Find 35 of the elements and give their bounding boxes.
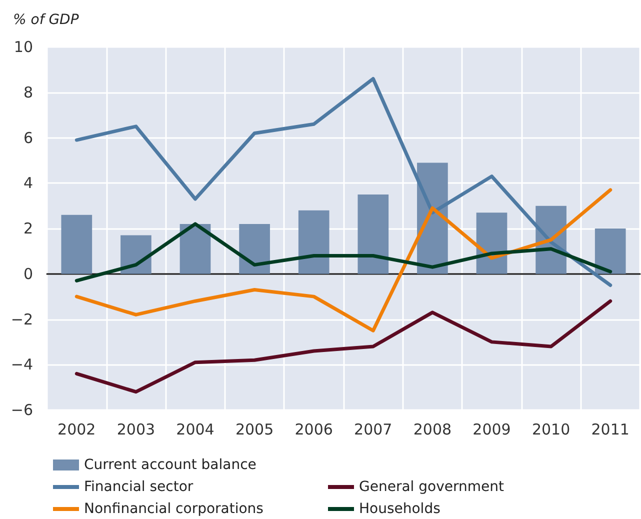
x-tick-label: 2010 bbox=[532, 420, 570, 438]
y-axis-title: % of GDP bbox=[13, 12, 80, 28]
legend-label: General government bbox=[359, 479, 504, 495]
bar bbox=[594, 228, 626, 274]
y-tick-label: 2 bbox=[23, 220, 33, 238]
bar bbox=[180, 224, 211, 274]
x-tick-label: 2004 bbox=[176, 420, 214, 438]
y-tick-label: −6 bbox=[10, 401, 33, 419]
y-tick-label: 0 bbox=[23, 264, 33, 283]
y-tick-label: 4 bbox=[23, 174, 33, 192]
y-tick-label: 8 bbox=[23, 83, 33, 102]
line-series bbox=[74, 299, 612, 394]
y-tick-label: 10 bbox=[14, 38, 33, 56]
line-series bbox=[74, 188, 612, 332]
line-series bbox=[74, 222, 612, 282]
x-tick-label: 2007 bbox=[354, 420, 392, 438]
legend-label: Households bbox=[359, 501, 440, 517]
line-series bbox=[74, 77, 612, 287]
x-tick-label: 2002 bbox=[58, 420, 96, 438]
x-tick-label: 2003 bbox=[116, 420, 156, 438]
x-tick-label: 2005 bbox=[235, 420, 274, 438]
legend-label: Financial sector bbox=[84, 479, 194, 495]
legend-label: Nonfinancial corporations bbox=[84, 501, 264, 517]
legend-label: Current account balance bbox=[84, 457, 256, 473]
x-tick-label: 2009 bbox=[472, 420, 511, 438]
x-tick-label: 2011 bbox=[591, 420, 630, 438]
x-tick-label: 2008 bbox=[413, 420, 452, 438]
y-tick-label: 6 bbox=[23, 128, 33, 147]
bar bbox=[239, 224, 270, 274]
bar bbox=[298, 210, 330, 274]
y-tick-label: −4 bbox=[10, 356, 33, 374]
bar bbox=[358, 194, 389, 274]
y-tick-label: −2 bbox=[10, 310, 33, 328]
x-tick-label: 2006 bbox=[294, 420, 333, 438]
bar bbox=[61, 214, 92, 274]
